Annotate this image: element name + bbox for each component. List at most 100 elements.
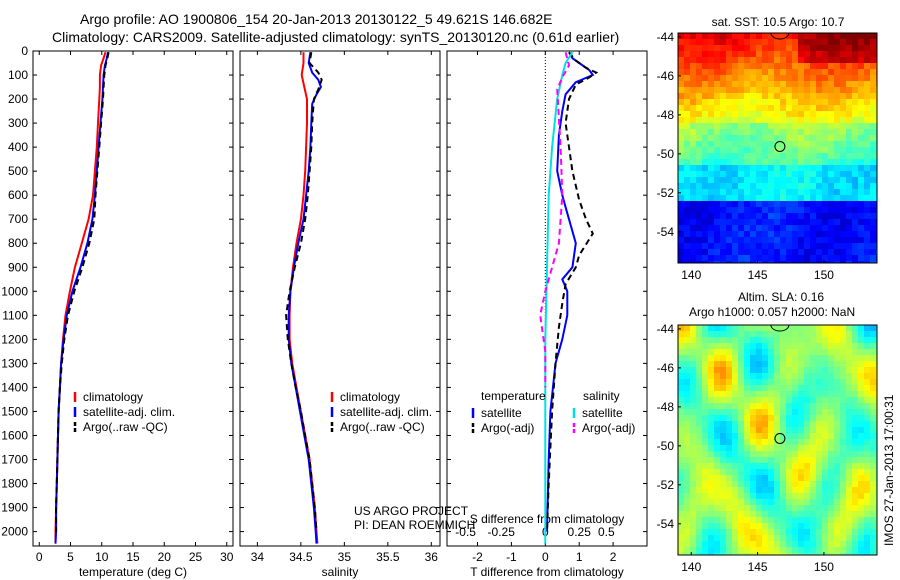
sst_map-cell: [750, 69, 757, 76]
sst_map-cell: [678, 249, 685, 256]
sla_map-cell: [690, 505, 697, 512]
sst_map-cell: [822, 219, 829, 226]
sla_map-cell: [822, 373, 829, 380]
sst_map-cell: [870, 81, 877, 88]
sla_map-cell: [816, 349, 823, 356]
sst_map-cell: [852, 57, 859, 64]
sst_map-cell: [702, 81, 709, 88]
sst_map-cell: [816, 159, 823, 166]
sla_map-cell: [684, 337, 691, 344]
sst_map-cell: [768, 255, 775, 262]
sst_map-cell: [792, 57, 799, 64]
sla_map-cell: [714, 373, 721, 380]
sst_map-cell: [768, 189, 775, 196]
sst_map-cell: [768, 99, 775, 106]
sst_map-cell: [780, 237, 787, 244]
sst_map-cell: [828, 51, 835, 58]
sla_map-cell: [726, 427, 733, 434]
sst_map-cell: [864, 105, 871, 112]
sst_map-cell: [822, 177, 829, 184]
sst_map-cell: [768, 111, 775, 118]
sla_map-cell: [714, 547, 721, 554]
sla_map-cell: [690, 397, 697, 404]
sst_map-cell: [750, 255, 757, 262]
sla_map-cell: [720, 409, 727, 416]
sst_map-cell: [816, 117, 823, 124]
sst_map-cell: [852, 69, 859, 76]
sst_map-cell: [786, 117, 793, 124]
sla_map-cell: [720, 493, 727, 500]
temperature-ytick-label: 100: [8, 68, 28, 82]
sla_map-cell: [756, 391, 763, 398]
sst_map-cell: [726, 219, 733, 226]
imos-timestamp: IMOS 27-Jan-2013 17:00:31: [882, 394, 896, 546]
sst_map-cell: [858, 45, 865, 52]
sst_map-cell: [744, 171, 751, 178]
sla_map-cell: [768, 343, 775, 350]
sla_map-cell: [852, 331, 859, 338]
sst_map-cell: [828, 141, 835, 148]
sst_map-cell: [678, 45, 685, 52]
difference-axes-box: [446, 50, 648, 547]
sst_map-cell: [768, 195, 775, 202]
sst_map-cell: [678, 81, 685, 88]
sla_map-cell: [702, 511, 709, 518]
sla_map-cell: [786, 379, 793, 386]
sst_map-cell: [822, 63, 829, 70]
sla_map-cell: [846, 427, 853, 434]
sst_map-cell: [744, 129, 751, 136]
sst_map-cell: [774, 81, 781, 88]
sst_map-cell: [870, 237, 877, 244]
sst_map-cell: [774, 255, 781, 262]
sla_map-cell: [756, 367, 763, 374]
sla_map-cell: [864, 499, 871, 506]
sla_map-cell: [756, 373, 763, 380]
sla_map-cell: [828, 409, 835, 416]
sst_map-cell: [756, 117, 763, 124]
sla_map-cell: [726, 397, 733, 404]
sst_map-cell: [732, 165, 739, 172]
sla_map-cell: [756, 421, 763, 428]
salinity-series-climatology: [288, 52, 319, 544]
sla_map-cell: [744, 553, 751, 555]
sst_map-cell: [810, 231, 817, 238]
sla_map-cell: [834, 373, 841, 380]
sla_map-cell: [678, 439, 685, 446]
sst_map-cell: [756, 231, 763, 238]
sla_map-cell: [840, 427, 847, 434]
sst_map-cell: [702, 99, 709, 106]
sst_map-cell: [864, 69, 871, 76]
sst_map-cell: [726, 117, 733, 124]
sst_map-cell: [864, 219, 871, 226]
sst_map-cell: [816, 63, 823, 70]
sla_map-cell: [840, 415, 847, 422]
sst_map-cell: [840, 105, 847, 112]
sla_map-cell: [780, 487, 787, 494]
sst_map-cell: [726, 105, 733, 112]
sla_map-cell: [840, 499, 847, 506]
sst_map-cell: [870, 57, 877, 64]
sst_map-cell: [738, 213, 745, 220]
sst_map-cell: [852, 81, 859, 88]
sla_map-cell: [678, 343, 685, 350]
sst_map-cell: [696, 81, 703, 88]
sla_map-cell: [738, 475, 745, 482]
sst_map-cell: [702, 201, 709, 208]
sla_map-cell: [822, 325, 829, 332]
sst_map-cell: [852, 123, 859, 130]
sla_map-cell: [690, 517, 697, 524]
sst_map-cell: [774, 189, 781, 196]
sst_map-cell: [816, 153, 823, 160]
sst_map-cell: [720, 93, 727, 100]
sla_map-cell: [858, 469, 865, 476]
sla_map-cell: [834, 409, 841, 416]
sla_map-cell: [792, 469, 799, 476]
sla_map-cell: [708, 415, 715, 422]
sst_map-cell: [684, 135, 691, 142]
sla_map-cell: [840, 475, 847, 482]
sst_map-cell: [870, 33, 877, 40]
sla_map-cell: [768, 385, 775, 392]
sst_map-cell: [816, 165, 823, 172]
sla_map-cell: [768, 433, 775, 440]
